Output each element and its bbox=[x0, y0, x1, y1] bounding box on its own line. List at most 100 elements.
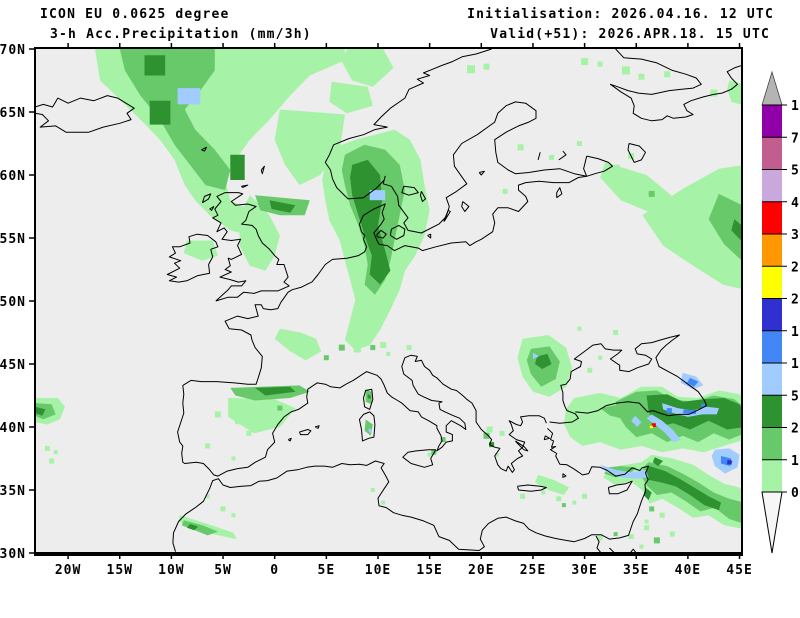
precip-area-b1 bbox=[177, 88, 201, 105]
precip-speck bbox=[483, 432, 490, 439]
coastline-lake-onega bbox=[627, 143, 646, 163]
precip-speck bbox=[381, 500, 386, 505]
colorbar-tick-label: 2 bbox=[791, 422, 800, 437]
precip-speck bbox=[261, 411, 268, 418]
lon-tick-label: 10W bbox=[158, 563, 184, 578]
colorbar-tick-label: 50 bbox=[791, 164, 800, 179]
coastline-cyprus bbox=[607, 480, 633, 495]
colorbar-segment bbox=[762, 363, 782, 396]
coastline-lake-paijanne bbox=[537, 152, 541, 161]
precip-area-b1 bbox=[646, 414, 681, 443]
precip-area-g1 bbox=[727, 80, 742, 105]
colorbar-segment bbox=[762, 234, 782, 267]
precip-area-b1 bbox=[600, 464, 649, 479]
precip-speck bbox=[638, 73, 645, 80]
lat-tick-label: 45N bbox=[0, 358, 26, 373]
lon-tick-label: 5E bbox=[318, 563, 336, 578]
coastline-mallorca bbox=[299, 429, 312, 436]
precip-speck bbox=[549, 154, 554, 160]
precip-speck bbox=[214, 411, 221, 418]
colorbar-tick-label: 10 bbox=[791, 357, 800, 372]
coastline-bornholm bbox=[427, 233, 432, 239]
precip-area-g3 bbox=[269, 200, 296, 213]
colorbar-under-triangle bbox=[761, 491, 783, 554]
precip-speck bbox=[486, 426, 493, 433]
precip-speck bbox=[669, 531, 675, 537]
precip-speck bbox=[632, 177, 640, 185]
lat-tick-label: 70N bbox=[0, 43, 26, 58]
coastline-lake-peipus bbox=[556, 187, 563, 199]
colorbar-tick-label: 30 bbox=[791, 228, 800, 243]
precip-speck bbox=[467, 65, 475, 74]
precip-speck bbox=[220, 506, 226, 512]
precip-speck bbox=[494, 452, 499, 457]
colorbar-segment bbox=[762, 169, 782, 203]
precip-area-g1 bbox=[341, 49, 394, 87]
coastline-shetland bbox=[260, 165, 265, 175]
precip-speck bbox=[587, 367, 593, 373]
precip-area-g1 bbox=[178, 515, 237, 540]
coastline-lake-saimaa bbox=[558, 150, 567, 161]
lon-tick-label: 35E bbox=[623, 563, 649, 578]
valid-time: Valid(+51): 2026.APR.18. 15 UTC bbox=[490, 27, 770, 42]
precip-speck bbox=[561, 503, 566, 508]
precip-speck bbox=[205, 443, 211, 449]
precip-area-g1 bbox=[183, 240, 218, 261]
precip-speck bbox=[710, 89, 718, 97]
extreme-marker-yellow bbox=[649, 425, 653, 429]
precip-speck bbox=[386, 351, 391, 356]
colorbar-tick-label: 20 bbox=[791, 293, 800, 308]
lat-tick-label: 65N bbox=[0, 106, 26, 121]
coastline-sicily bbox=[402, 449, 437, 468]
precip-area-b1 bbox=[368, 428, 372, 434]
lon-tick-label: 20W bbox=[55, 563, 81, 578]
coastline-zealand bbox=[389, 224, 406, 240]
precip-area-g1 bbox=[600, 162, 673, 216]
precip-speck bbox=[644, 519, 649, 524]
colorbar-tick-label: 5 bbox=[791, 389, 800, 404]
precip-speck bbox=[235, 417, 242, 425]
colorbar-over-triangle bbox=[761, 70, 783, 106]
lon-tick-label: 10E bbox=[365, 563, 391, 578]
coastline-gulf-of-aqaba bbox=[629, 548, 637, 553]
precip-speck bbox=[556, 496, 562, 502]
precip-speck bbox=[499, 430, 505, 436]
lon-tick-label: 0 bbox=[270, 563, 279, 578]
precip-speck bbox=[541, 490, 546, 495]
precip-speck bbox=[520, 493, 526, 499]
precip-speck bbox=[517, 144, 524, 151]
coastline-euboea bbox=[515, 440, 529, 452]
precip-speck bbox=[323, 355, 329, 361]
precip-area-g3 bbox=[535, 353, 552, 369]
lat-tick-label: 50N bbox=[0, 295, 26, 310]
precip-speck bbox=[572, 500, 577, 505]
colorbar-tick-label: 0.2 bbox=[791, 486, 800, 501]
precip-area-g2 bbox=[708, 193, 742, 261]
precip-speck bbox=[653, 537, 660, 544]
coastline-ibiza bbox=[287, 437, 292, 442]
precip-speck bbox=[611, 164, 620, 173]
precip-area-b1 bbox=[662, 403, 719, 417]
precip-speck bbox=[664, 71, 671, 78]
precip-area-g2 bbox=[35, 403, 56, 420]
lon-tick-label: 20E bbox=[468, 563, 494, 578]
model-title: ICON EU 0.0625 degree bbox=[40, 7, 230, 22]
map-layers bbox=[35, 48, 742, 553]
precip-speck bbox=[277, 405, 283, 411]
lon-tick-label: 5W bbox=[214, 563, 232, 578]
colorbar-tick-label: 25 bbox=[791, 260, 800, 275]
product-title: 3-h Acc.Precipitation (mm/3h) bbox=[50, 27, 312, 42]
precip-speck bbox=[231, 513, 236, 518]
precip-area-g3 bbox=[652, 457, 664, 467]
coastline-white-sea-kola bbox=[609, 48, 742, 122]
precip-speck bbox=[49, 458, 55, 464]
colorbar-tick-label: 75 bbox=[791, 131, 800, 146]
precip-speck bbox=[581, 58, 589, 66]
precip-speck bbox=[576, 141, 582, 146]
precip-speck bbox=[649, 506, 655, 512]
coastline-great-britain bbox=[212, 192, 290, 302]
coastline-rhodes bbox=[562, 473, 567, 478]
precip-speck bbox=[598, 355, 603, 360]
precip-speck bbox=[489, 442, 495, 448]
